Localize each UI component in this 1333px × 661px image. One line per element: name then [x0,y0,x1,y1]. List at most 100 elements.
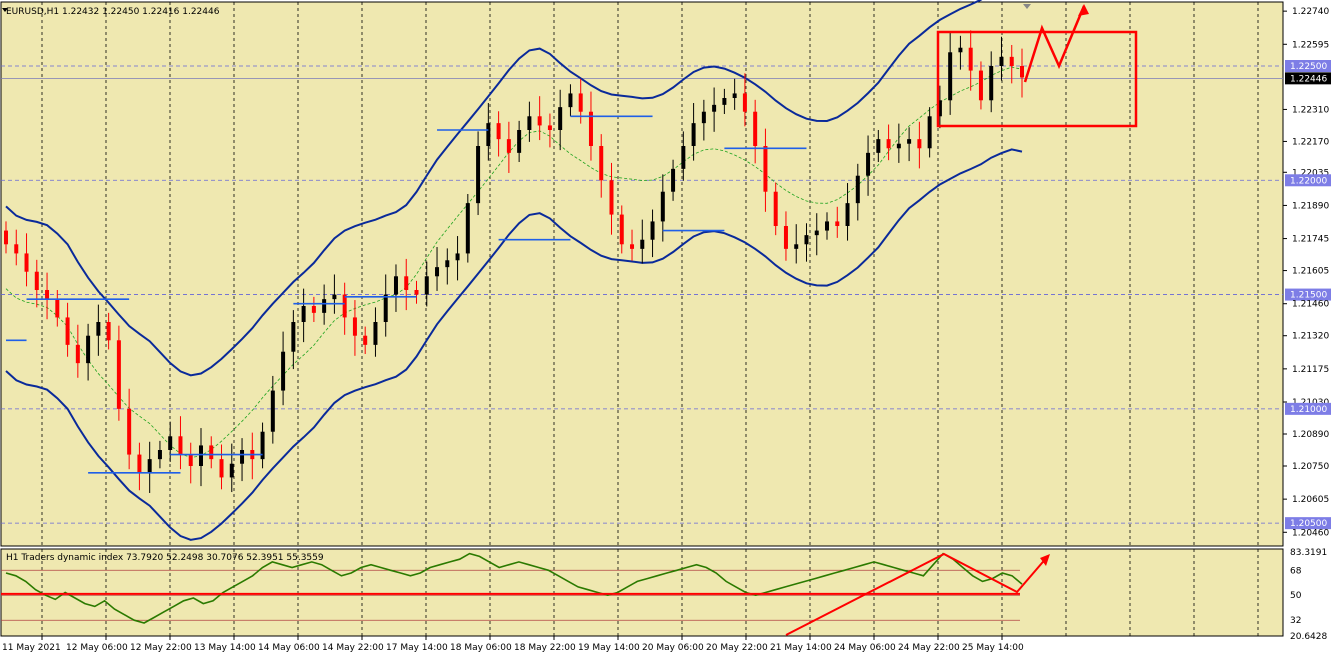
indicator-pane [0,548,1284,637]
candle-body [691,123,696,146]
time-tick-label: 13 May 14:00 [194,643,256,653]
level-price-tag [1285,174,1331,187]
candle-body [917,139,922,149]
upper-band [5,0,983,377]
candle-body [45,290,50,300]
candle-body [588,111,593,146]
candle-body [476,146,481,204]
indicator-arrow-head-icon [1040,554,1050,566]
candle-body [363,335,368,345]
candle-body [240,450,245,464]
current-price-tag [1285,72,1331,85]
candle-body [660,191,665,222]
candle-body [630,244,635,249]
candle-body [414,290,419,295]
candle-body [558,107,563,130]
candle-body [825,221,830,231]
candle-body [537,116,542,126]
candle-body [198,445,203,466]
candle-body [322,299,327,313]
candle-body [311,306,316,313]
main-title: EURUSD,H1 1.22432 1.22450 1.22416 1.2244… [6,7,220,17]
time-tick-label: 14 May 22:00 [322,643,384,653]
candle-body [168,436,173,450]
price-tick-label: 1.21605 [1292,267,1329,277]
candle-body [506,139,511,153]
candle-body [712,104,717,112]
time-tick-label: 24 May 06:00 [834,643,896,653]
candle-body [34,271,39,290]
candle-body [393,276,398,295]
arrow-head-icon [1078,4,1089,16]
candle-body [55,299,60,318]
main-pane [0,1,1284,547]
level-price-label: 1.21000 [1290,405,1327,415]
candle-body [886,139,891,149]
candle-body [794,244,799,249]
candle-body [876,139,881,153]
indicator-tick-label: 20.6428 [1290,632,1327,642]
candle-body [937,100,942,117]
price-tick-label: 1.20750 [1292,462,1329,472]
candle-body [989,66,994,101]
time-tick-label: 24 May 22:00 [898,643,960,653]
candle-body [650,221,655,240]
candle-body [332,294,337,300]
candle-body [424,276,429,295]
lower-band [5,148,1023,541]
candle-body [763,146,768,192]
candle-body [948,52,953,101]
candle-body [722,98,727,105]
candle-body [753,111,758,146]
price-tick-label: 1.22740 [1292,7,1329,17]
consolidation-rectangle [936,30,1138,128]
candle-body [958,47,963,53]
candle-body [835,221,840,226]
candle-body [75,344,80,364]
candle-body [671,168,676,192]
candle-body [291,322,296,352]
price-tick-label: 1.22035 [1292,168,1329,178]
candle-body [681,146,686,169]
indicator-title: H1 Traders dynamic index 73.7920 52.2498… [6,553,324,563]
candle-body [927,116,932,149]
candle-body [178,436,183,455]
candle-body [4,230,8,245]
candle-body [342,294,347,318]
price-tick-label: 1.20605 [1292,495,1329,505]
candle-body [157,450,162,460]
shift-marker-icon [1023,4,1031,9]
indicator-trend-drawing [785,552,1049,636]
price-tick-label: 1.21320 [1292,332,1329,342]
candle-body [209,445,214,460]
indicator-tick-label: 32 [1290,616,1301,626]
candle-body [24,253,29,272]
candle-body [814,230,819,236]
candle-body [465,203,470,254]
price-tick-label: 1.22310 [1292,105,1329,115]
level-price-label: 1.21500 [1290,291,1327,301]
collapse-triangle-icon[interactable] [2,8,8,12]
indicator-line [5,552,1023,624]
time-tick-label: 20 May 06:00 [642,643,704,653]
time-tick-label: 20 May 22:00 [706,643,768,653]
candle-body [14,244,19,254]
level-price-label: 1.22500 [1290,62,1327,72]
candle-body [547,125,552,130]
level-price-tag [1285,288,1331,301]
time-tick-label: 21 May 14:00 [770,643,832,653]
candle-body [978,70,983,101]
time-tick-label: 19 May 14:00 [578,643,640,653]
projection-zigzag [1023,5,1086,83]
candle-body [188,454,193,466]
level-price-tag [1285,60,1331,72]
price-tick-label: 1.21890 [1292,201,1329,211]
candle-body [773,191,778,226]
candle-body [260,431,265,460]
time-tick-label: 11 May 2021 [2,643,61,653]
candle-body [732,93,737,98]
candle-body [907,139,912,144]
candle-body [373,322,378,345]
price-tick-label: 1.20890 [1292,430,1329,440]
candle-body [137,454,142,473]
